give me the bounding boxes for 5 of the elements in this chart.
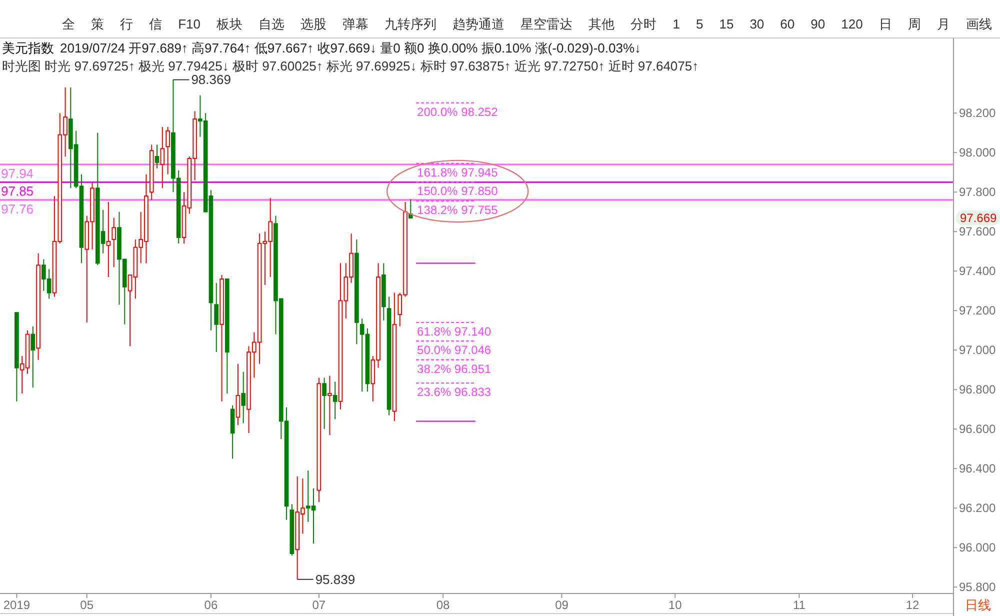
title: 美元指数: [2, 40, 54, 56]
note: 全 策 行 信 F10 板块 自选 选股 弹幕 九转序列 趋势通道 星空雷达 其他 分时 1 5 15 30 60 90 120 日 周 月 画线: [62, 16, 992, 32]
note: 日线: [965, 598, 991, 612]
note: 时光图 时光 97.69725↑ 极光 97.79425↓ 极时 97.60025↑ 标光 97.69925↓ 标时 97.63875↑ 近光 97.72750↑ 近时 97.64075↑: [2, 58, 699, 74]
subtitle: 2019/07/24 开97.689↑ 高97.764↑ 低97.667↑ 收97.669↓ 量0 额0 换0.00% 振0.10% 涨(-0.029)-0.03%↓: [60, 40, 642, 56]
